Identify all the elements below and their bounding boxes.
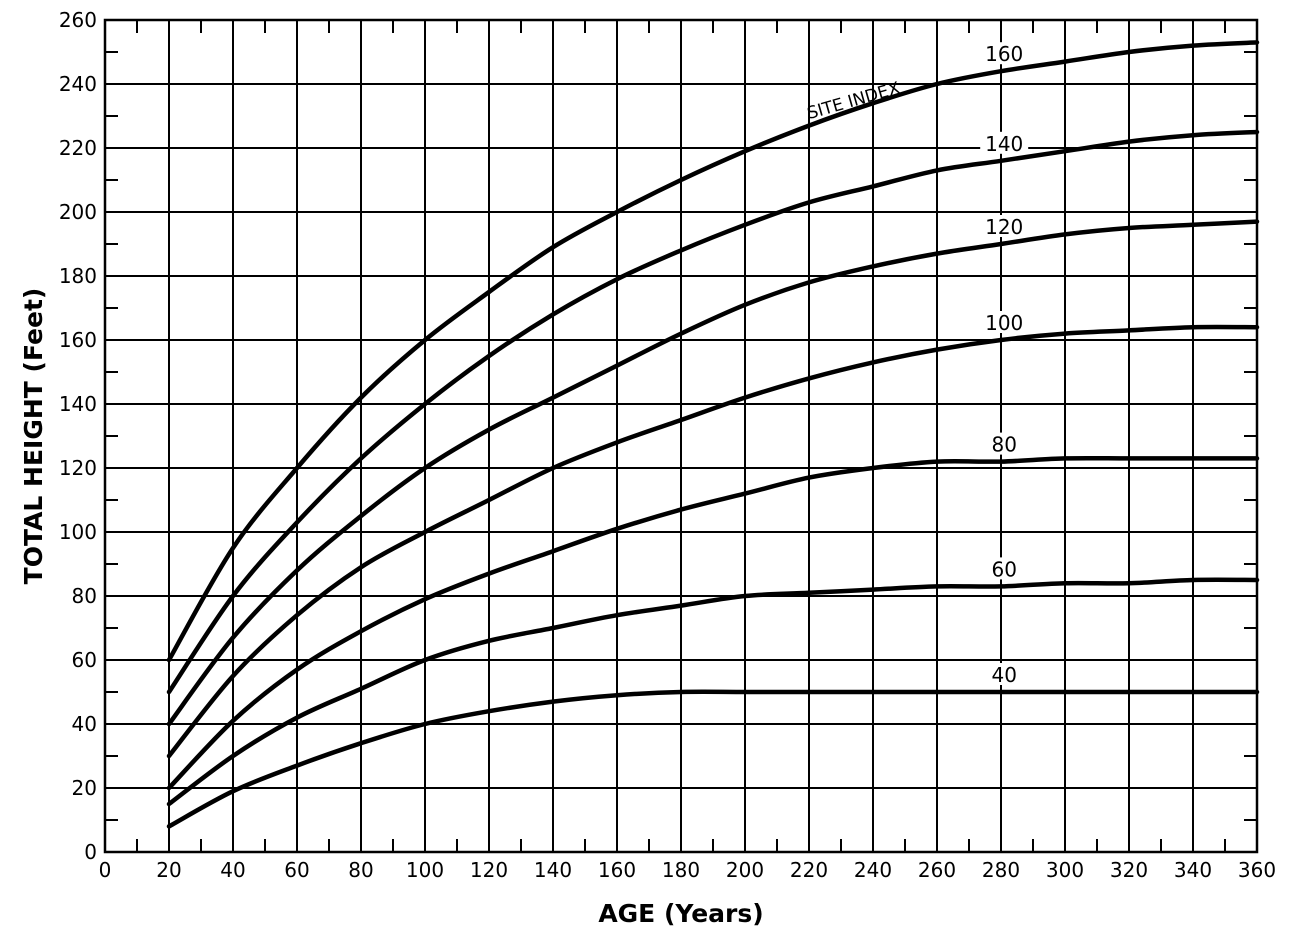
x-tick-label: 300 xyxy=(1046,858,1084,882)
series-label-40: 40 xyxy=(991,663,1016,687)
series-label-bg xyxy=(980,131,1029,154)
site-index-annotation: SITE INDEX xyxy=(805,78,903,124)
series-label-100: 100 xyxy=(985,311,1023,335)
x-tick-label: 220 xyxy=(790,858,828,882)
y-tick-label: 180 xyxy=(59,264,97,288)
y-tick-label: 60 xyxy=(72,648,97,672)
series-label-bg xyxy=(980,215,1029,237)
x-tick-label: 240 xyxy=(854,858,892,882)
y-tick-label: 200 xyxy=(59,200,97,224)
series-line-60 xyxy=(166,577,1260,807)
y-tick-label: 80 xyxy=(72,584,97,608)
y-tick-label: 260 xyxy=(59,8,97,32)
x-tick-label: 260 xyxy=(918,858,956,882)
x-tick-label: 160 xyxy=(598,858,636,882)
tick-labels: 0 20 40 60 80 100 120 140 160 180 200 220 240 260 280 3… xyxy=(59,8,1276,882)
plot-frame xyxy=(103,18,1259,854)
series-label-140: 140 xyxy=(985,132,1023,156)
series-label-160: 160 xyxy=(985,42,1023,66)
series-label-bg xyxy=(980,663,1029,685)
x-tick-label: 320 xyxy=(1110,858,1148,882)
series-label-bg xyxy=(980,432,1029,455)
y-tick-label: 100 xyxy=(59,520,97,544)
series-label-bg xyxy=(980,311,1029,333)
x-tick-label: 20 xyxy=(156,858,181,882)
x-tick-label: 140 xyxy=(534,858,572,882)
series-label-bg xyxy=(980,42,1029,65)
series-label-bg xyxy=(980,557,1029,580)
x-tick-label: 80 xyxy=(348,858,373,882)
x-tick-label: 280 xyxy=(982,858,1020,882)
series-line-100 xyxy=(166,324,1260,759)
x-tick-label: 0 xyxy=(99,858,112,882)
y-tick-label: 120 xyxy=(59,456,97,480)
x-tick-label: 340 xyxy=(1174,858,1212,882)
x-tick-label: 100 xyxy=(406,858,444,882)
y-tick-label: 240 xyxy=(59,72,97,96)
x-tick-label: 60 xyxy=(284,858,309,882)
x-tick-label: 120 xyxy=(470,858,508,882)
y-tick-label: 20 xyxy=(72,776,97,800)
x-tick-label: 180 xyxy=(662,858,700,882)
series-line-160 xyxy=(166,40,1260,663)
x-tick-label: 360 xyxy=(1238,858,1276,882)
series-label-120: 120 xyxy=(985,215,1023,239)
y-tick-label: 0 xyxy=(84,840,97,864)
series-lines xyxy=(166,40,1260,829)
x-tick-label: 200 xyxy=(726,858,764,882)
y-tick-label: 220 xyxy=(59,136,97,160)
series-label-60: 60 xyxy=(991,557,1016,581)
x-axis-title: AGE (Years) xyxy=(598,899,763,928)
x-tick-label: 40 xyxy=(220,858,245,882)
series-line-120 xyxy=(166,219,1260,727)
series-line-40 xyxy=(166,689,1260,829)
series-labels: 160 140 120 100 80 60 40 xyxy=(980,42,1029,687)
y-tick-label: 160 xyxy=(59,328,97,352)
series-line-80 xyxy=(166,455,1260,791)
series-line-140 xyxy=(166,129,1260,695)
y-tick-label: 140 xyxy=(59,392,97,416)
y-tick-label: 40 xyxy=(72,712,97,736)
series-label-80: 80 xyxy=(991,433,1016,457)
y-axis-title: TOTAL HEIGHT (Feet) xyxy=(19,288,48,585)
